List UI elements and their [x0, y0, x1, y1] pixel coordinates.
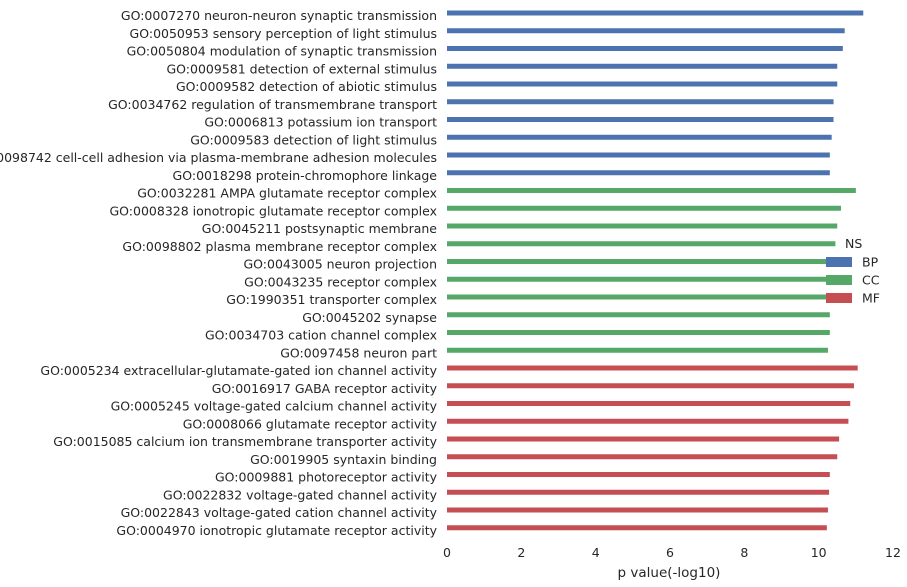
legend-label: MF: [862, 291, 880, 306]
x-tick-label: 0: [443, 545, 451, 560]
category-label: GO:0043235 receptor complex: [244, 274, 437, 289]
bar: [447, 383, 854, 389]
x-tick-label: 10: [811, 545, 827, 560]
category-label: GO:0098742 cell-cell adhesion via plasma…: [0, 150, 437, 165]
bar: [447, 188, 856, 193]
bar: [447, 330, 830, 335]
bar: [447, 472, 830, 477]
category-label: GO:0016917 GABA receptor activity: [212, 381, 438, 396]
bar: [447, 205, 841, 211]
bar: [447, 347, 828, 353]
category-label: GO:0050804 modulation of synaptic transm…: [127, 44, 437, 59]
category-label: GO:0050953 sensory perception of light s…: [130, 26, 437, 41]
category-label: GO:0022832 voltage-gated channel activit…: [163, 487, 438, 502]
bar: [447, 28, 845, 34]
category-label: GO:0006813 potassium ion transport: [204, 115, 437, 130]
category-label: GO:0009581 detection of external stimulu…: [167, 61, 438, 76]
x-tick-label: 12: [885, 545, 901, 560]
category-label: GO:0019905 syntaxin binding: [250, 452, 437, 467]
x-axis-label: p value(-log10): [618, 565, 721, 581]
bar: [447, 152, 830, 158]
category-label: GO:0009881 photoreceptor activity: [215, 470, 438, 485]
category-label: GO:0004970 ionotropic glutamate receptor…: [116, 523, 437, 538]
category-label: GO:0034762 regulation of transmembrane t…: [108, 97, 437, 112]
x-tick-label: 2: [517, 545, 525, 560]
bar: [447, 134, 832, 140]
bar: [447, 365, 858, 371]
x-axis-ticks: 0 2 4 6 8 10 12: [443, 545, 901, 560]
category-label: GO:0032281 AMPA glutamate receptor compl…: [137, 186, 437, 201]
legend-label: BP: [862, 255, 879, 270]
bar: [447, 525, 827, 531]
x-tick-label: 8: [740, 545, 748, 560]
category-label: GO:0005245 voltage-gated calcium channel…: [111, 399, 438, 414]
legend: NS BP CC MF: [826, 236, 880, 306]
bar: [447, 401, 851, 406]
category-label: GO:0008066 glutamate receptor activity: [183, 416, 438, 431]
bar: [447, 117, 834, 122]
bar: [447, 170, 830, 176]
legend-title: NS: [845, 236, 862, 251]
category-label: GO:0097458 neuron part: [280, 345, 437, 360]
bar: [447, 294, 832, 300]
legend-swatch: [826, 293, 852, 303]
bar: [447, 454, 838, 460]
bars: [447, 10, 864, 531]
x-tick-label: 6: [666, 545, 674, 560]
category-label: GO:0009583 detection of light stimulus: [190, 132, 437, 147]
bar: [447, 436, 840, 442]
bar: [447, 418, 849, 424]
category-label: GO:0034703 cation channel complex: [205, 328, 437, 343]
legend-label: CC: [862, 273, 880, 288]
bar: [447, 99, 834, 105]
category-labels: GO:0007270 neuron-neuron synaptic transm…: [0, 8, 438, 538]
bar: [447, 241, 836, 247]
bar: [447, 81, 838, 87]
category-label: GO:0007270 neuron-neuron synaptic transm…: [121, 8, 437, 23]
bar: [447, 63, 838, 69]
bar: [447, 507, 828, 513]
category-label: GO:0045211 postsynaptic membrane: [202, 221, 438, 236]
legend-swatch: [826, 275, 852, 285]
category-label: GO:0098802 plasma membrane receptor comp…: [122, 239, 437, 254]
category-label: GO:0022843 voltage-gated cation channel …: [121, 505, 438, 520]
bar: [447, 46, 843, 51]
category-label: GO:1990351 transporter complex: [226, 292, 437, 307]
category-label: GO:0009582 detection of abiotic stimulus: [176, 79, 437, 94]
bar: [447, 276, 834, 282]
category-label: GO:0015085 calcium ion transmembrane tra…: [53, 434, 437, 449]
category-label: GO:0045202 synapse: [302, 310, 437, 325]
category-label: GO:0043005 neuron projection: [243, 257, 437, 272]
category-label: GO:0018298 protein-chromophore linkage: [173, 168, 438, 183]
legend-swatch: [826, 257, 852, 267]
bar: [447, 223, 838, 229]
category-label: GO:0005234 extracellular-glutamate-gated…: [40, 363, 437, 378]
bar: [447, 489, 830, 495]
bar: [447, 312, 830, 318]
bar: [447, 10, 864, 16]
bar: [447, 259, 834, 264]
x-tick-label: 4: [592, 545, 600, 560]
category-label: GO:0008328 ionotropic glutamate receptor…: [110, 203, 438, 218]
